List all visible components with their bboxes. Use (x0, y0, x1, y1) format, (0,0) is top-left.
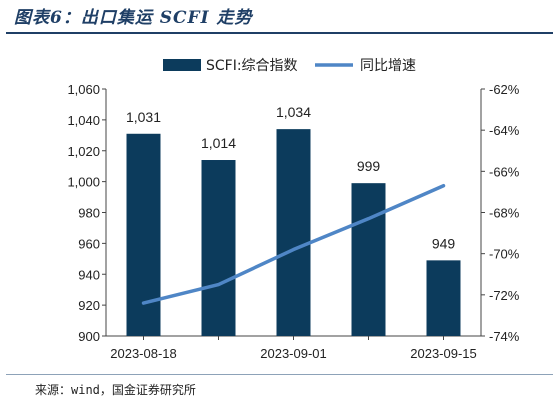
y-right-tick-label: -68% (489, 206, 520, 221)
title-rule (6, 32, 553, 34)
y-left-tick-label: 920 (78, 298, 100, 313)
y-left-tick-label: 980 (78, 206, 100, 221)
bar-scfi (351, 183, 386, 336)
y-right-tick-label: -62% (489, 82, 520, 97)
data-labels: 1,031 1,014 1,034 999 949 (126, 104, 455, 251)
x-tick-label: 2023-08-18 (110, 346, 177, 361)
bar-scfi (426, 260, 461, 336)
y-right-tick-label: -66% (489, 164, 520, 179)
bars (126, 129, 461, 336)
x-tick-label: 2023-09-01 (260, 346, 327, 361)
y-left-tick-label: 960 (78, 236, 100, 251)
y-left-tick-label: 1,020 (67, 144, 100, 159)
data-label-scfi: 949 (432, 235, 456, 251)
y-left-tick-label: 900 (78, 329, 100, 344)
y-right-tick-label: -70% (489, 247, 520, 262)
figure-title: 图表6：出口集运 SCFI 走势 (14, 8, 253, 28)
legend: SCFI:综合指数 同比增速 (163, 58, 416, 74)
legend-swatch-scfi (163, 59, 201, 71)
y-left-tick-label: 1,060 (67, 82, 100, 97)
axes: 900 920 940 960 980 1,000 1,020 1,040 1,060 -74% -… (67, 82, 519, 361)
y-right-tick-label: -74% (489, 329, 520, 344)
footer-rule (6, 374, 553, 375)
line-yoy (141, 183, 446, 305)
data-label-scfi: 1,034 (276, 104, 311, 120)
x-tick-label: 2023-09-15 (410, 346, 477, 361)
legend-label-yoy: 同比增速 (360, 58, 416, 74)
bar-scfi (276, 129, 311, 336)
legend-label-scfi: SCFI:综合指数 (206, 58, 298, 74)
data-label-scfi: 1,014 (201, 135, 236, 151)
y-right-tick-label: -72% (489, 288, 520, 303)
y-left-tick-label: 1,040 (67, 113, 100, 128)
bar-scfi (126, 133, 161, 336)
source-note: 来源：wind，国金证券研究所 (35, 383, 196, 397)
data-label-scfi: 999 (357, 158, 381, 174)
y-left-tick-label: 940 (78, 267, 100, 282)
y-left-tick-label: 1,000 (67, 175, 100, 190)
bar-scfi (201, 160, 236, 336)
data-label-scfi: 1,031 (126, 109, 161, 125)
y-right-tick-label: -64% (489, 123, 520, 138)
yoy-line-series (141, 183, 446, 305)
